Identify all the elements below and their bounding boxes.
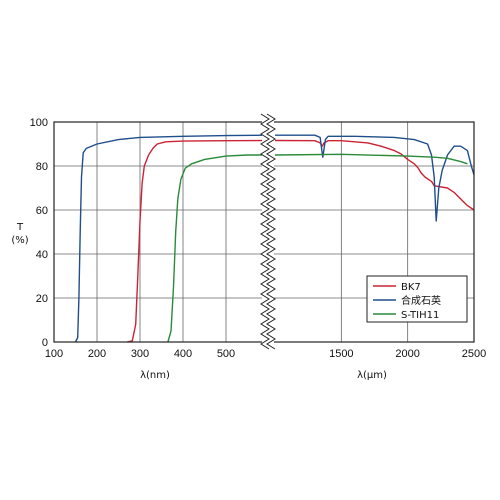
legend-label-1: BK7: [401, 282, 421, 293]
x-tick-label-left: 200: [88, 348, 106, 360]
x-axis-label-left: λ(nm): [140, 370, 170, 381]
tick-labels: 0 20 40 60 80 100 100 200 300 400 500 1500 2000 2500: [30, 117, 487, 360]
y-tick-label: 80: [36, 161, 48, 173]
y-axis-label: T: [16, 222, 24, 233]
x-tick-label-left: 300: [131, 348, 149, 360]
axis-break: [260, 113, 276, 350]
series-line-3-right: [274, 153, 468, 165]
y-tick-label: 0: [42, 337, 48, 349]
x-tick-label-right: 2000: [395, 348, 419, 360]
y-tick-label: 20: [36, 293, 48, 305]
break-line-left: [260, 113, 270, 350]
x-tick-label-left: 400: [174, 348, 192, 360]
legend-label-3: S-TIH11: [401, 310, 439, 321]
series-line-1-left: [126, 139, 270, 343]
y-tick-label: 60: [36, 205, 48, 217]
x-tick-label-right: 1500: [329, 348, 353, 360]
series-line-1-right: [274, 139, 475, 211]
series-line-2-left: [74, 134, 270, 343]
legend-label-2: 合成石英: [401, 294, 441, 307]
x-tick-label-left: 500: [217, 348, 235, 360]
series-lines: [74, 134, 475, 343]
break-line-right: [266, 113, 276, 350]
x-axis-label-right: λ(μm): [357, 370, 387, 381]
y-axis-unit: (%): [11, 235, 28, 246]
y-tick-label: 40: [36, 249, 48, 261]
series-line-2-right: [275, 134, 475, 222]
x-tick-label-right: 2500: [462, 348, 486, 360]
series-line-3-left: [167, 154, 269, 343]
y-tick-label: 100: [30, 117, 48, 129]
x-tick-label-left: 100: [45, 348, 63, 360]
